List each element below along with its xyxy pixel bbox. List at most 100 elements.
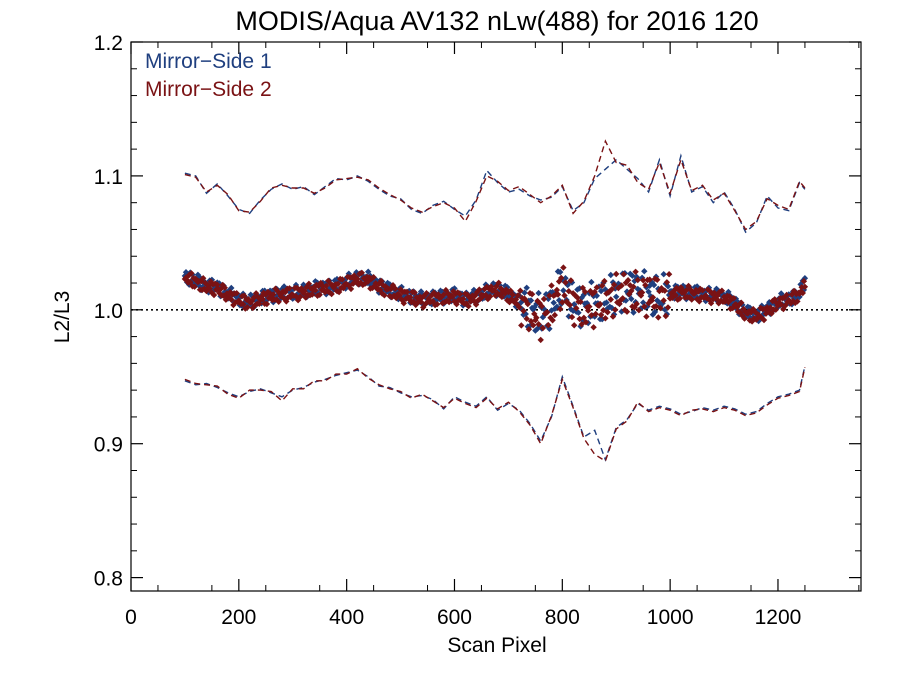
series-2-point bbox=[188, 270, 195, 277]
series-2-point bbox=[591, 288, 598, 296]
series-2-point bbox=[720, 293, 728, 301]
series-1-point bbox=[564, 281, 571, 289]
series-2-point bbox=[607, 296, 614, 303]
series-1-point bbox=[579, 317, 586, 324]
series-2-point bbox=[486, 293, 494, 300]
series-2-point bbox=[339, 276, 346, 283]
series-2-point bbox=[476, 286, 483, 293]
series-2-point bbox=[695, 288, 702, 295]
series-2-point bbox=[228, 296, 235, 303]
plot-frame bbox=[130, 41, 862, 592]
series-2-point bbox=[297, 293, 304, 300]
series-2-point bbox=[688, 296, 695, 303]
series-2-point bbox=[631, 304, 638, 311]
series-1-point bbox=[575, 309, 582, 316]
series-2-point bbox=[309, 291, 316, 298]
series-2-point bbox=[736, 301, 743, 308]
series-2-point bbox=[609, 313, 617, 320]
series-1-point bbox=[612, 285, 619, 292]
series-1-point bbox=[549, 289, 556, 296]
series-2-point bbox=[567, 277, 575, 284]
series-2-point bbox=[191, 283, 198, 290]
series-2-point bbox=[600, 307, 607, 314]
series-2-point bbox=[544, 309, 551, 316]
series-2-point bbox=[566, 301, 574, 309]
series-2-point bbox=[573, 305, 580, 312]
series-2-point bbox=[465, 303, 472, 310]
series-2-point bbox=[699, 287, 706, 294]
y-tick-label: 1.2 bbox=[94, 32, 123, 55]
series-2-point bbox=[624, 277, 632, 284]
series-2-point bbox=[630, 283, 637, 290]
series-2-point bbox=[800, 278, 808, 285]
series-2-point bbox=[578, 321, 585, 328]
series-2-point bbox=[655, 314, 662, 321]
series-2-point bbox=[613, 270, 620, 278]
series-2-point bbox=[649, 294, 657, 301]
series-1-point bbox=[560, 287, 567, 294]
series-1-point bbox=[618, 308, 625, 315]
series-2-point bbox=[528, 291, 536, 298]
series-2-point bbox=[522, 297, 529, 304]
series-2-point bbox=[757, 304, 764, 312]
series-2-point bbox=[316, 291, 323, 298]
series-2-point bbox=[554, 291, 562, 298]
series-1-point bbox=[634, 285, 641, 293]
series-2-point bbox=[627, 282, 634, 289]
series-1-point bbox=[562, 275, 569, 282]
x-tick-label: 1000 bbox=[647, 606, 694, 629]
series-2-point bbox=[714, 292, 721, 299]
series-1-upper-line bbox=[184, 153, 806, 234]
series-2-point bbox=[531, 310, 538, 318]
series-2-point bbox=[568, 313, 576, 321]
series-2-point bbox=[354, 275, 361, 282]
series-2-point bbox=[434, 301, 441, 308]
series-2-point bbox=[715, 300, 722, 307]
series-2-point bbox=[758, 314, 765, 322]
series-1-point bbox=[530, 306, 537, 313]
series-2-point bbox=[417, 298, 425, 306]
series-2-point bbox=[762, 310, 770, 317]
series-1-point bbox=[646, 282, 653, 289]
series-2-point bbox=[548, 282, 555, 289]
series-2-point bbox=[407, 294, 414, 301]
series-2-point bbox=[514, 292, 522, 299]
series-2-point bbox=[602, 315, 609, 322]
series-1-point bbox=[641, 268, 648, 275]
series-2-point bbox=[632, 268, 639, 275]
series-2-point bbox=[737, 309, 744, 316]
series-1-point bbox=[675, 292, 682, 300]
series-2-point bbox=[614, 299, 621, 306]
series-2-point bbox=[593, 284, 600, 291]
series-2-point bbox=[772, 306, 779, 313]
series-1-point bbox=[546, 325, 553, 332]
series-2-point bbox=[752, 308, 759, 316]
series-2-point bbox=[533, 314, 540, 321]
series-1-point bbox=[527, 297, 535, 304]
series-2-point bbox=[381, 292, 388, 299]
series-2-point bbox=[517, 287, 524, 294]
series-2-point bbox=[771, 296, 778, 303]
series-2-point bbox=[270, 291, 277, 298]
series-2-point bbox=[619, 295, 626, 302]
series-1-point bbox=[613, 293, 620, 300]
series-2-point bbox=[681, 289, 688, 297]
series-2-point bbox=[717, 297, 724, 304]
series-1-point bbox=[647, 293, 654, 300]
series-1-point bbox=[550, 299, 557, 306]
series-2-point bbox=[620, 271, 627, 278]
series-2-point bbox=[730, 295, 737, 302]
series-2-point bbox=[679, 287, 687, 294]
series-2-point bbox=[665, 271, 673, 278]
series-2-point bbox=[799, 289, 806, 297]
series-2-point bbox=[560, 264, 567, 271]
series-2-point bbox=[669, 294, 676, 301]
series-2-point bbox=[564, 299, 571, 307]
x-tick-label: 200 bbox=[221, 606, 256, 629]
series-2-point bbox=[778, 301, 785, 308]
series-1-point bbox=[606, 303, 613, 310]
series-2-point bbox=[286, 285, 293, 292]
series-2-point bbox=[792, 299, 799, 307]
series-2-point bbox=[646, 276, 653, 283]
series-1-point bbox=[640, 299, 647, 306]
